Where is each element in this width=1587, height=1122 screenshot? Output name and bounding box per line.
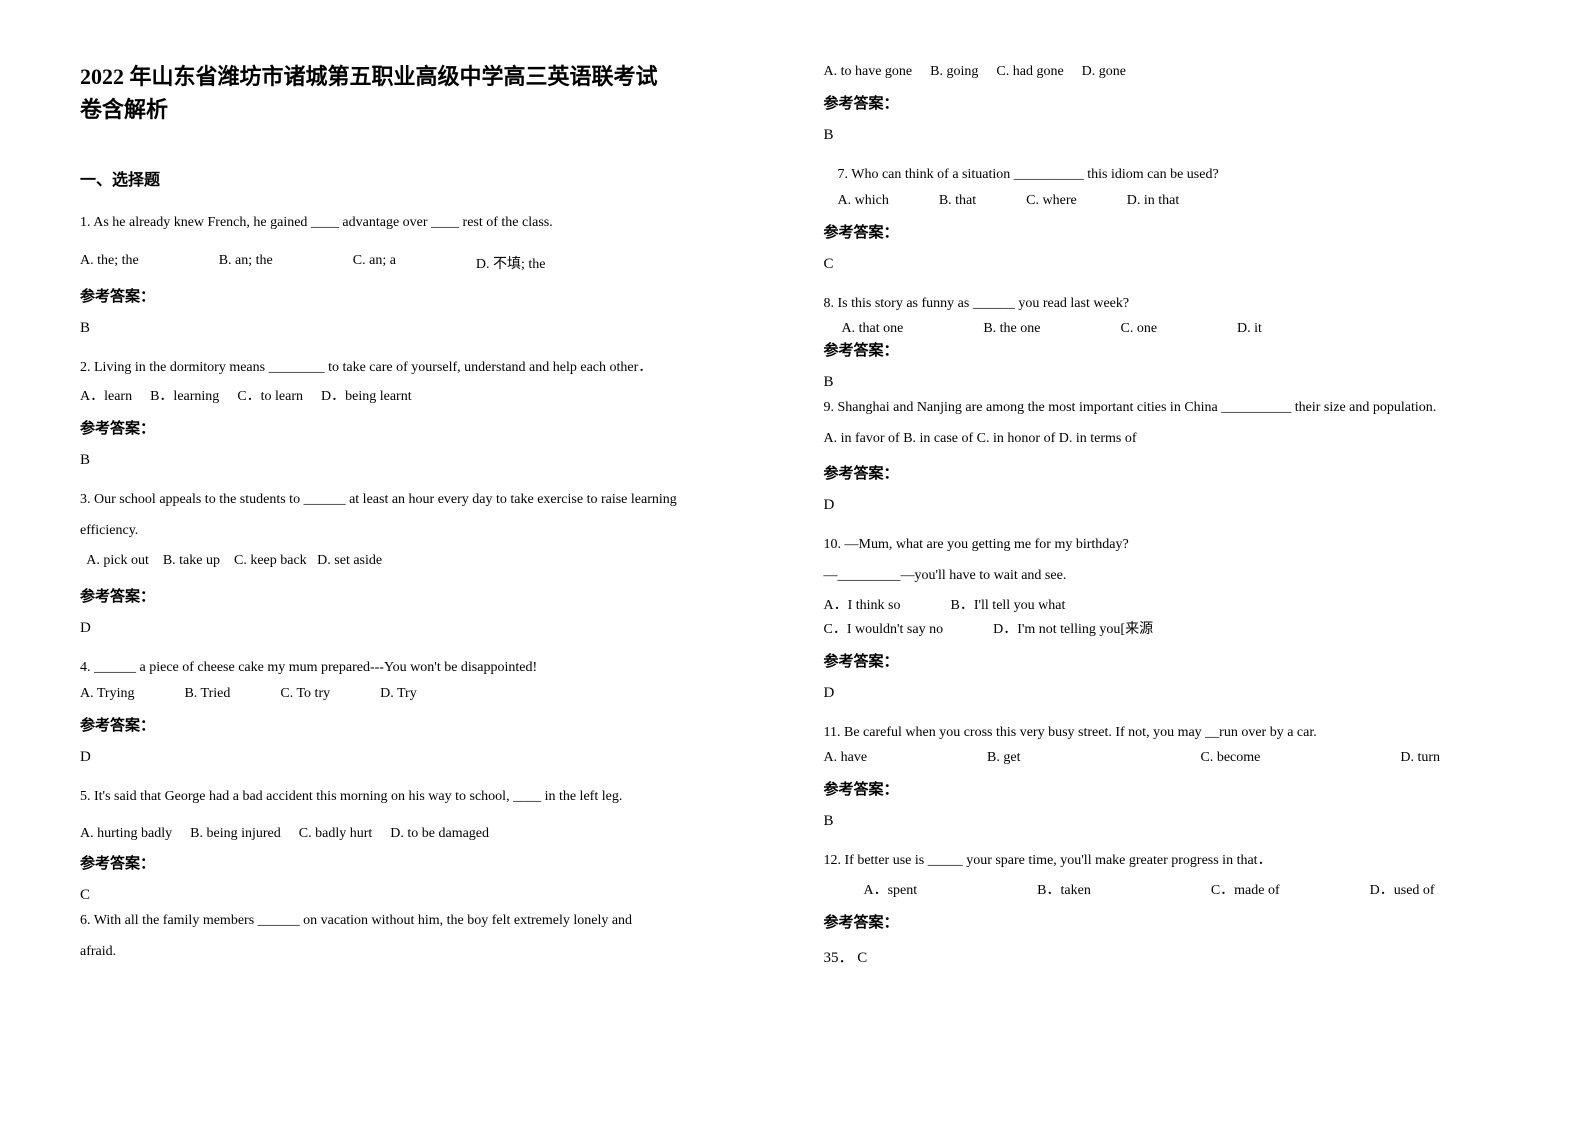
q7-opt-b: B. that bbox=[939, 193, 976, 209]
q2-opt-d: D．being learnt bbox=[321, 385, 412, 405]
page-columns: 2022 年山东省潍坊市诸城第五职业高级中学高三英语联考试 卷含解析 一、选择题… bbox=[80, 60, 1507, 985]
q5-answer-label: 参考答案： bbox=[80, 852, 764, 873]
q9-text: 9. Shanghai and Nanjing are among the mo… bbox=[824, 395, 1508, 422]
q5-opt-a: A. hurting badly bbox=[80, 826, 172, 842]
q11-answer-label: 参考答案： bbox=[824, 778, 1508, 799]
q7-answer: C bbox=[824, 256, 1508, 273]
q6-answer-label: 参考答案： bbox=[824, 92, 1508, 113]
q12-opt-c: C．made of bbox=[1211, 879, 1280, 899]
q5-options: A. hurting badly B. being injured C. bad… bbox=[80, 826, 764, 842]
q10-text-2: —_________—you'll have to wait and see. bbox=[824, 563, 1508, 590]
q10-options-row2: C．I wouldn't say no D．I'm not telling yo… bbox=[824, 618, 1508, 638]
q5-answer: C bbox=[80, 887, 764, 904]
q10-text-1: 10. —Mum, what are you getting me for my… bbox=[824, 532, 1508, 559]
q2-options: A．learn B．learning C．to learn D．being le… bbox=[80, 385, 764, 405]
q6-opt-a: A. to have gone bbox=[824, 64, 913, 80]
exam-title: 2022 年山东省潍坊市诸城第五职业高级中学高三英语联考试 卷含解析 bbox=[80, 60, 764, 126]
q4-opt-a: A. Trying bbox=[80, 686, 134, 702]
q12-opt-d: D．used of bbox=[1370, 879, 1435, 899]
q2-opt-a: A．learn bbox=[80, 385, 132, 405]
q1-opt-b: B. an; the bbox=[219, 253, 273, 273]
q2-text: 2. Living in the dormitory means _______… bbox=[80, 355, 764, 382]
q6-options: A. to have gone B. going C. had gone D. … bbox=[824, 64, 1508, 80]
q3-answer-label: 参考答案： bbox=[80, 585, 764, 606]
q7-answer-label: 参考答案： bbox=[824, 221, 1508, 242]
q3-options: A. pick out B. take up C. keep back D. s… bbox=[80, 548, 764, 575]
q4-opt-b: B. Tried bbox=[184, 686, 230, 702]
q10-opt-d: D．I'm not telling you[来源 bbox=[993, 618, 1153, 638]
q9-options: A. in favor of B. in case of C. in honor… bbox=[824, 426, 1508, 453]
q12-answer-label: 参考答案： bbox=[824, 911, 1508, 932]
section-heading: 一、选择题 bbox=[80, 166, 764, 190]
q3-answer: D bbox=[80, 620, 764, 637]
q6-opt-d: D. gone bbox=[1082, 64, 1126, 80]
q12-answer: 35． C bbox=[824, 946, 1508, 967]
q12-opt-b: B．taken bbox=[1037, 879, 1091, 899]
q1-opt-d: D. 不填; the bbox=[476, 253, 546, 273]
q4-text: 4. ______ a piece of cheese cake my mum … bbox=[80, 655, 764, 682]
q8-text: 8. Is this story as funny as ______ you … bbox=[824, 291, 1508, 318]
q10-opt-b: B．I'll tell you what bbox=[951, 594, 1066, 614]
left-column: 2022 年山东省潍坊市诸城第五职业高级中学高三英语联考试 卷含解析 一、选择题… bbox=[80, 60, 764, 985]
q5-opt-c: C. badly hurt bbox=[299, 826, 373, 842]
q6-opt-c: C. had gone bbox=[996, 64, 1063, 80]
q5-text: 5. It's said that George had a bad accid… bbox=[80, 784, 764, 811]
q7-opt-a: A. which bbox=[838, 193, 889, 209]
q3-text-1: 3. Our school appeals to the students to… bbox=[80, 487, 764, 514]
q7-opt-c: C. where bbox=[1026, 193, 1077, 209]
q9-answer: D bbox=[824, 497, 1508, 514]
q10-opt-a: A．I think so bbox=[824, 594, 901, 614]
q8-opt-d: D. it bbox=[1237, 321, 1262, 337]
q5-opt-d: D. to be damaged bbox=[390, 826, 489, 842]
q4-answer-label: 参考答案： bbox=[80, 714, 764, 735]
q6-answer: B bbox=[824, 127, 1508, 144]
q7-text: 7. Who can think of a situation ________… bbox=[824, 162, 1508, 189]
q12-text: 12. If better use is _____ your spare ti… bbox=[824, 848, 1508, 875]
q8-opt-c: C. one bbox=[1120, 321, 1157, 337]
q6-opt-b: B. going bbox=[930, 64, 978, 80]
q4-answer: D bbox=[80, 749, 764, 766]
q2-answer-label: 参考答案： bbox=[80, 417, 764, 438]
q5-opt-b: B. being injured bbox=[190, 826, 281, 842]
q1-text: 1. As he already knew French, he gained … bbox=[80, 210, 764, 237]
q10-opt-c: C．I wouldn't say no bbox=[824, 618, 944, 638]
q11-opt-a: A. have bbox=[824, 750, 868, 766]
q6-text-2: afraid. bbox=[80, 939, 764, 966]
q11-answer: B bbox=[824, 813, 1508, 830]
q7-opt-d: D. in that bbox=[1127, 193, 1180, 209]
q2-answer: B bbox=[80, 452, 764, 469]
q4-options: A. Trying B. Tried C. To try D. Try bbox=[80, 686, 764, 702]
q2-opt-c: C．to learn bbox=[237, 385, 303, 405]
q7-options: A. which B. that C. where D. in that bbox=[824, 193, 1508, 209]
right-column: A. to have gone B. going C. had gone D. … bbox=[824, 60, 1508, 985]
q1-answer-label: 参考答案： bbox=[80, 285, 764, 306]
q11-options: A. have B. get C. become D. turn bbox=[824, 750, 1508, 766]
q6-text-1: 6. With all the family members ______ on… bbox=[80, 908, 764, 935]
q11-opt-b: B. get bbox=[987, 750, 1020, 766]
q8-opt-a: A. that one bbox=[842, 321, 904, 337]
q1-answer: B bbox=[80, 320, 764, 337]
q2-opt-b: B．learning bbox=[150, 385, 219, 405]
title-line-2: 卷含解析 bbox=[80, 97, 168, 122]
title-line-1: 2022 年山东省潍坊市诸城第五职业高级中学高三英语联考试 bbox=[80, 64, 658, 89]
q11-opt-d: D. turn bbox=[1400, 750, 1440, 766]
q12-options: A．spent B．taken C．made of D．used of bbox=[824, 879, 1508, 899]
q3-text-2: efficiency. bbox=[80, 518, 764, 545]
q9-answer-label: 参考答案： bbox=[824, 462, 1508, 483]
q8-options: A. that one B. the one C. one D. it bbox=[824, 321, 1508, 337]
q4-opt-c: C. To try bbox=[280, 686, 330, 702]
q1-opt-c: C. an; a bbox=[353, 253, 396, 273]
q8-answer: B bbox=[824, 374, 1508, 391]
q12-opt-a: A．spent bbox=[864, 879, 918, 899]
q10-options-row1: A．I think so B．I'll tell you what bbox=[824, 594, 1508, 614]
q8-opt-b: B. the one bbox=[983, 321, 1040, 337]
q11-text: 11. Be careful when you cross this very … bbox=[824, 720, 1508, 747]
q11-opt-c: C. become bbox=[1201, 750, 1261, 766]
q1-options: A. the; the B. an; the C. an; a D. 不填; t… bbox=[80, 253, 764, 273]
q4-opt-d: D. Try bbox=[380, 686, 417, 702]
q10-answer: D bbox=[824, 685, 1508, 702]
q8-answer-label: 参考答案： bbox=[824, 339, 1508, 360]
q10-answer-label: 参考答案： bbox=[824, 650, 1508, 671]
q1-opt-a: A. the; the bbox=[80, 253, 139, 273]
